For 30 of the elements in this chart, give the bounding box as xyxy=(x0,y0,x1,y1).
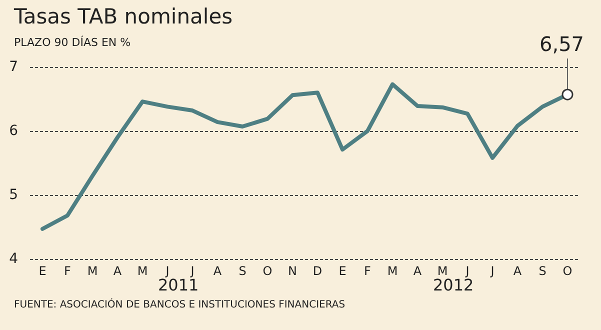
y-tick-label: 5 xyxy=(9,187,18,203)
x-tick-label: A xyxy=(413,264,422,278)
x-tick-label: N xyxy=(288,264,297,278)
x-tick-label: S xyxy=(538,264,546,278)
y-tick-label: 4 xyxy=(9,251,18,267)
x-tick-label: M xyxy=(437,264,448,278)
y-tick-label: 6 xyxy=(9,123,18,139)
x-tick-label: J xyxy=(464,264,470,278)
source-note: FUENTE: ASOCIACIÓN DE BANCOS E INSTITUCIONES FINANCIERAS xyxy=(14,298,346,310)
x-tick-label: D xyxy=(312,264,322,278)
chart-subtitle: PLAZO 90 DÍAS EN % xyxy=(14,35,131,49)
x-tick-label: J xyxy=(490,264,494,278)
x-tick-label: F xyxy=(364,264,372,278)
x-tick-label: O xyxy=(562,264,572,278)
x-tick-label: E xyxy=(338,264,346,278)
x-tick-label: J xyxy=(164,264,170,278)
x-tick-label: O xyxy=(262,264,272,278)
x-tick-label: E xyxy=(38,264,46,278)
chart-title: Tasas TAB nominales xyxy=(13,4,233,28)
x-tick-label: J xyxy=(190,264,194,278)
x-tick-label: M xyxy=(387,264,398,278)
x-tick-label: M xyxy=(87,264,98,278)
x-tick-label: S xyxy=(238,264,246,278)
data-label: 6,57 xyxy=(539,32,584,56)
x-tick-label: F xyxy=(64,264,72,278)
y-tick-label: 7 xyxy=(9,59,18,75)
x-tick-label: A xyxy=(113,264,122,278)
x-tick-label: A xyxy=(513,264,522,278)
x-tick-label: M xyxy=(137,264,148,278)
x-tick-label: A xyxy=(213,264,222,278)
